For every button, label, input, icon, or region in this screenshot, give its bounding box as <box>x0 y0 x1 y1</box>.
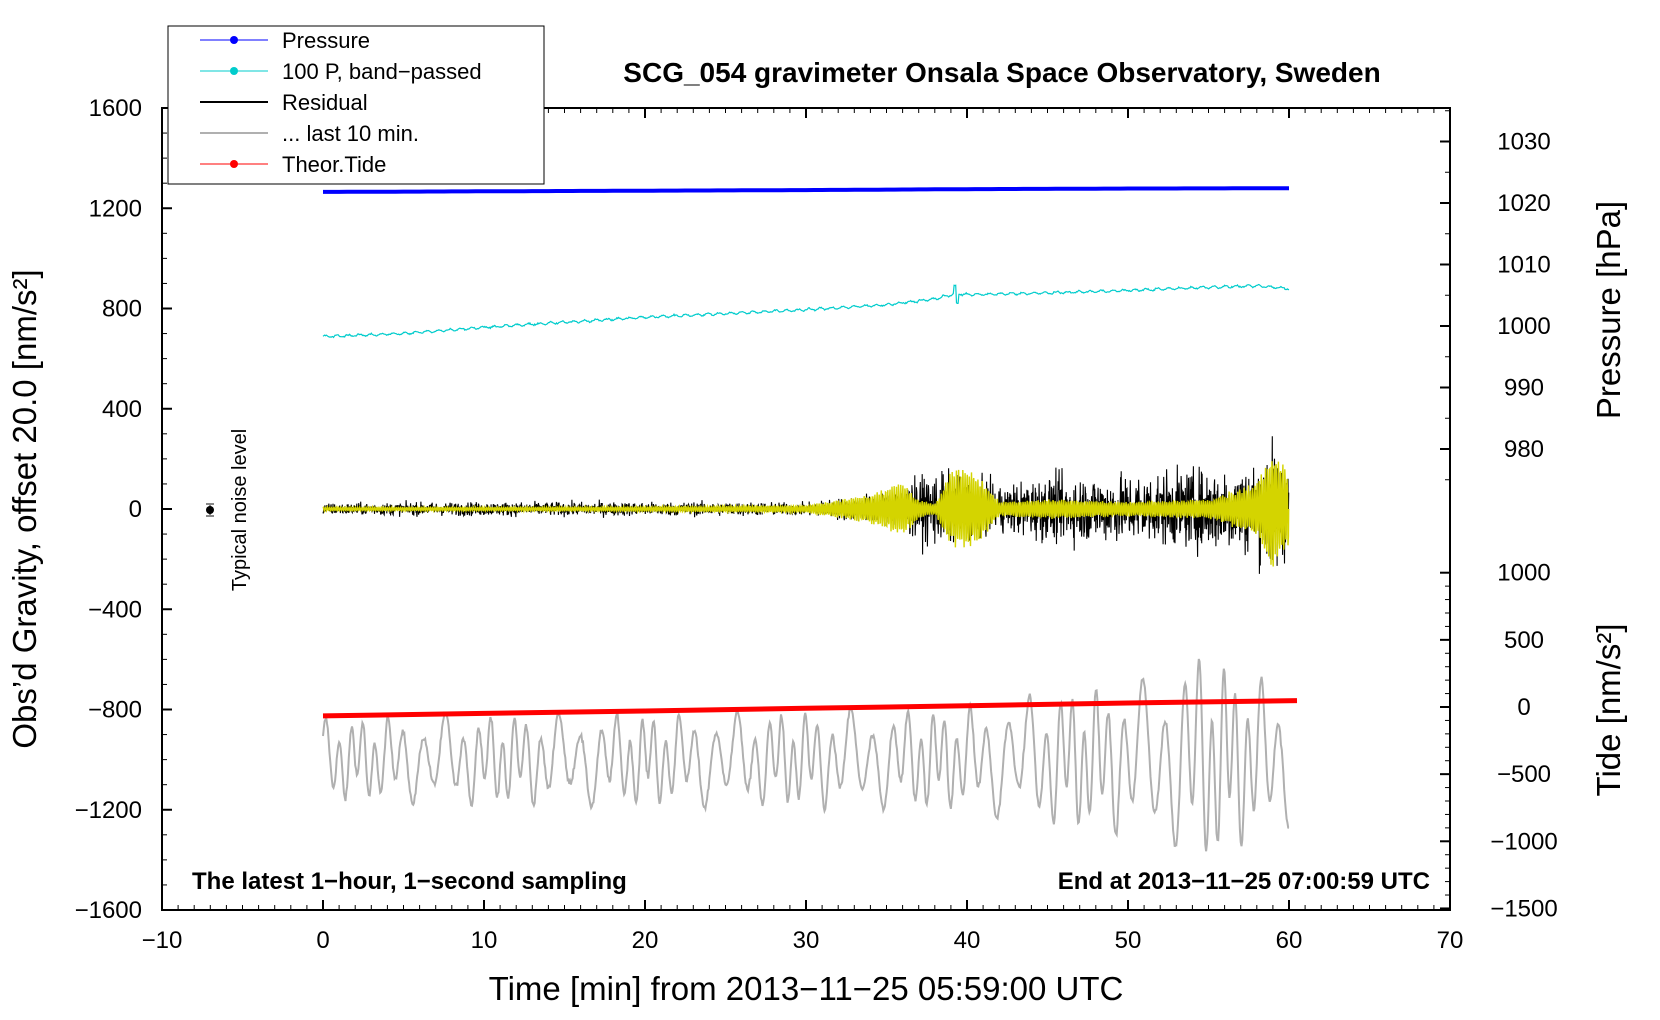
y-tick-label-left: −1200 <box>75 797 142 824</box>
y-tick-label-tide: −1500 <box>1490 895 1557 922</box>
series-last-10-min <box>322 658 1290 852</box>
x-tick-label: 10 <box>471 927 498 954</box>
y-tick-label-tide: −500 <box>1497 761 1551 788</box>
series-residual-bandpassed <box>322 461 1290 567</box>
y-axis-title-tide: Tide [nm/s²] <box>1590 624 1627 797</box>
series-pressure <box>323 186 1290 194</box>
legend-box <box>167 25 545 185</box>
legend-label: Theor.Tide <box>282 152 386 177</box>
x-tick-label: 60 <box>1276 927 1303 954</box>
y-tick-label-left: 1200 <box>89 195 142 222</box>
y-axis-title-pressure: Pressure [hPa] <box>1590 201 1627 419</box>
legend-label: Residual <box>282 90 368 115</box>
series-layer <box>322 186 1298 852</box>
y-tick-label-pressure: 990 <box>1504 375 1544 402</box>
series-theor-tide <box>322 698 1298 719</box>
y-tick-label-pressure: 1000 <box>1497 313 1550 340</box>
y-tick-label-tide: 500 <box>1504 627 1544 654</box>
y-tick-label-tide: 1000 <box>1497 560 1550 587</box>
tick-layer: −10 0 10 20 30 40 50 60 70−1600−1200−800−4000400… <box>75 95 1558 954</box>
x-tick-label: 40 <box>954 927 981 954</box>
x-tick-label: −10 <box>142 927 183 954</box>
legend-swatch-marker <box>230 67 238 75</box>
annotation-end-time: End at 2013−11−25 07:00:59 UTC <box>1058 868 1430 895</box>
y-axis-title-left: Obs’d Gravity, offset 20.0 [nm/s²] <box>6 269 43 748</box>
legend-swatch-marker <box>230 36 238 44</box>
x-tick-label: 20 <box>632 927 659 954</box>
y-tick-label-left: 0 <box>129 496 142 523</box>
y-tick-label-left: 800 <box>102 296 142 323</box>
series-100p-bandpassed <box>322 283 1290 339</box>
legend: Pressure 100 P, band−passed Residual ... la… <box>167 25 545 185</box>
y-tick-label-left: −1600 <box>75 897 142 924</box>
y-tick-label-pressure: 1020 <box>1497 190 1550 217</box>
noise-level-marker: Typical noise level <box>206 429 251 591</box>
legend-swatch-marker <box>230 160 238 168</box>
annotation-sampling: The latest 1−hour, 1−second sampling <box>192 868 627 895</box>
noise-point <box>206 506 214 514</box>
legend-label: ... last 10 min. <box>282 121 419 146</box>
legend-label: 100 P, band−passed <box>282 59 482 84</box>
y-tick-label-left: −800 <box>88 697 142 724</box>
y-tick-label-pressure: 1010 <box>1497 252 1550 279</box>
y-tick-label-tide: −1000 <box>1490 828 1557 855</box>
y-tick-label-left: 1600 <box>89 95 142 122</box>
x-axis-title: Time [min] from 2013−11−25 05:59:00 UTC <box>489 970 1124 1007</box>
y-tick-label-pressure: 1030 <box>1497 129 1550 156</box>
y-tick-label-pressure: 980 <box>1504 436 1544 463</box>
x-tick-label: 50 <box>1115 927 1142 954</box>
y-tick-label-left: −400 <box>88 596 142 623</box>
chart-title: SCG_054 gravimeter Onsala Space Observat… <box>623 57 1380 88</box>
y-tick-label-left: 400 <box>102 396 142 423</box>
x-tick-label: 70 <box>1437 927 1464 954</box>
y-tick-label-tide: 0 <box>1517 694 1530 721</box>
x-tick-label: 30 <box>793 927 820 954</box>
x-tick-label: 0 <box>316 927 329 954</box>
legend-label: Pressure <box>282 28 370 53</box>
noise-label: Typical noise level <box>229 429 251 591</box>
